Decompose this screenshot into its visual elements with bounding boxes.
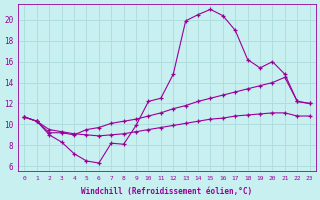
X-axis label: Windchill (Refroidissement éolien,°C): Windchill (Refroidissement éolien,°C)	[82, 187, 252, 196]
